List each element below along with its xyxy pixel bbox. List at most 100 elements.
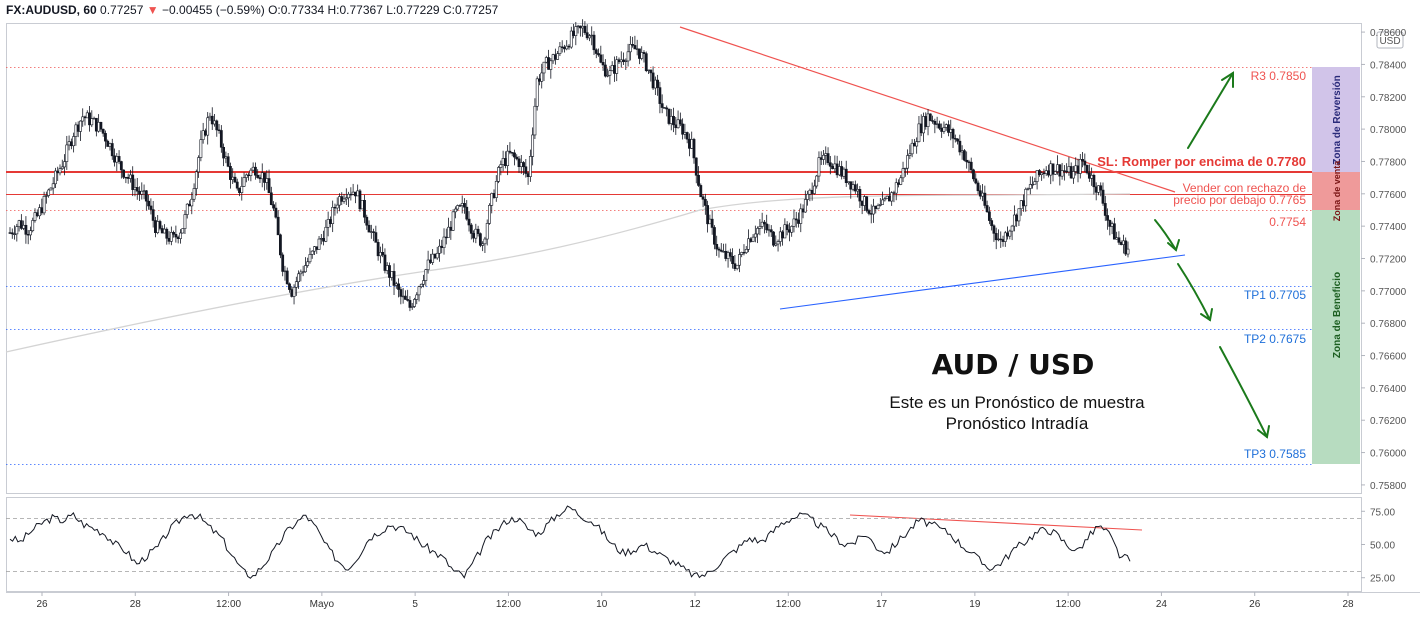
- candle-body: [826, 153, 830, 164]
- time-axis[interactable]: 26 28 12:00 Mayo 5 12:00 10 12 12:00 17 19 12:00 24 2…: [36, 592, 1354, 610]
- candle-body: [51, 183, 55, 189]
- candle-body: [847, 181, 850, 183]
- candle-body: [842, 168, 846, 177]
- candle-body: [419, 283, 423, 288]
- candle-body: [119, 161, 123, 171]
- candle-body: [110, 143, 114, 157]
- candle-body: [1019, 200, 1023, 210]
- candle-body: [710, 218, 714, 228]
- time-tick-label: 17: [876, 599, 888, 610]
- candle-body: [751, 236, 755, 242]
- candle-body: [488, 205, 491, 224]
- candle-body: [640, 52, 644, 59]
- candle-body: [260, 172, 264, 180]
- candle-body: [1049, 163, 1053, 176]
- candle-body: [108, 143, 112, 147]
- chart-overlay-title: AUD / USD: [932, 348, 1095, 381]
- price-axis[interactable]: 0.78600 0.78400 0.78200 0.78000 0.77800 0.776…: [1361, 28, 1407, 492]
- candle-body: [176, 236, 180, 239]
- candle-body: [947, 124, 950, 133]
- candle-body: [601, 62, 605, 66]
- candle-body: [790, 226, 794, 233]
- candle-body: [54, 170, 57, 185]
- candle-body: [824, 153, 828, 156]
- candle-body: [17, 220, 21, 227]
- candle-body: [69, 141, 73, 147]
- candle-body: [1058, 164, 1062, 177]
- candle-body: [544, 57, 548, 63]
- candle-body: [606, 74, 610, 77]
- candle-body: [626, 51, 630, 62]
- candle-body: [172, 232, 176, 235]
- price-tick-label: 0.76400: [1370, 384, 1407, 395]
- candle-body: [104, 133, 107, 142]
- candle-body: [758, 226, 762, 229]
- candle-body: [101, 128, 105, 134]
- candle-body: [417, 286, 421, 296]
- candle-body: [592, 34, 596, 51]
- candle-body: [1069, 166, 1073, 179]
- currency-label: USD: [1379, 36, 1400, 47]
- candle-body: [440, 245, 444, 248]
- candle-body: [642, 52, 646, 54]
- candle-body: [83, 116, 87, 119]
- candle-body: [431, 253, 435, 263]
- price-tick-label: 0.76800: [1370, 319, 1407, 330]
- candle-body: [978, 190, 982, 197]
- candle-body: [256, 174, 260, 178]
- candle-body: [972, 169, 975, 180]
- candle-body: [997, 238, 1000, 241]
- candle-body: [865, 196, 869, 211]
- candle-body: [863, 196, 866, 206]
- candle-body: [672, 115, 675, 126]
- candle-body: [533, 105, 537, 136]
- candle-body: [413, 299, 416, 307]
- candle-body: [933, 120, 937, 125]
- candle-body: [944, 124, 948, 128]
- candle-body: [967, 161, 971, 163]
- candle-body: [406, 299, 410, 301]
- candle-body: [388, 265, 391, 278]
- candle-body: [1051, 163, 1055, 175]
- candle-body: [174, 233, 178, 238]
- candle-body: [872, 205, 875, 215]
- candle-body: [24, 224, 28, 235]
- candle-body: [926, 113, 930, 127]
- arrow-down-2-head: [1200, 308, 1213, 322]
- price-tick-label: 0.78000: [1370, 125, 1407, 136]
- candle-body: [399, 289, 403, 297]
- candle-body: [472, 233, 475, 239]
- candle-body: [494, 181, 498, 198]
- time-tick-label: 12:00: [1056, 599, 1081, 610]
- price-tick-label: 0.78400: [1370, 60, 1407, 71]
- moving-average-line: [5, 193, 1131, 353]
- rsi-tick-label: 75.00: [1370, 507, 1395, 518]
- candle-body: [254, 166, 257, 176]
- candle-body: [776, 241, 780, 245]
- candle-body: [1122, 240, 1125, 245]
- candle-body: [122, 169, 126, 178]
- candle-body: [765, 223, 769, 231]
- candle-body: [1001, 239, 1005, 242]
- candle-body: [631, 44, 635, 46]
- candle-body: [560, 46, 564, 48]
- candle-body: [181, 228, 185, 234]
- candle-body: [338, 196, 341, 206]
- candle-body: [767, 229, 771, 231]
- rsi-divergence-line: [849, 514, 1143, 531]
- candle-body: [485, 223, 489, 240]
- candle-body: [699, 185, 703, 198]
- candle-body: [553, 54, 557, 60]
- candle-body: [1110, 223, 1114, 227]
- candle-body: [340, 196, 344, 202]
- candle-body: [726, 252, 730, 259]
- candle-body: [90, 118, 94, 126]
- candle-body: [131, 174, 135, 190]
- candle-body: [588, 35, 591, 39]
- candle-body: [22, 224, 26, 229]
- currency-badge[interactable]: [1376, 31, 1404, 49]
- high-value: H:0.77367: [327, 3, 383, 17]
- price-change: −0.00455 (−0.59%): [162, 3, 265, 17]
